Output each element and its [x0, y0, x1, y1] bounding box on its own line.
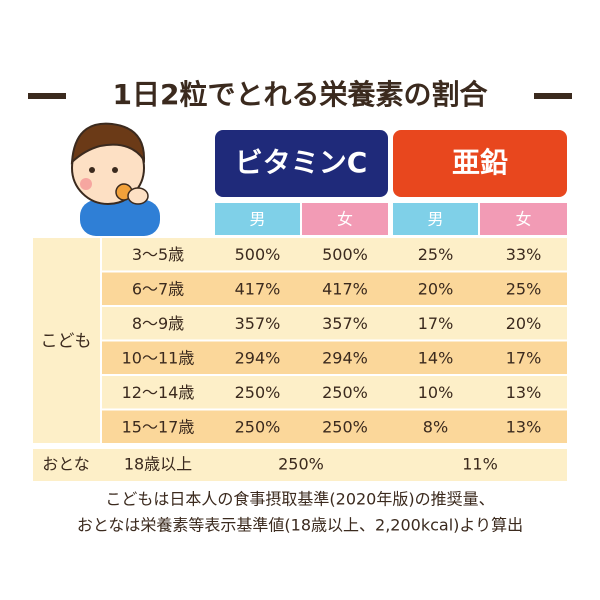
age-label: 18歳以上	[124, 455, 192, 474]
sex-header	[302, 203, 388, 235]
cell-value: 357%	[235, 314, 281, 333]
age-label: 10〜11歳	[122, 348, 195, 367]
row-group-cell	[33, 238, 100, 443]
cell-value: 17%	[418, 314, 454, 333]
group-label: ビタミンC	[235, 146, 368, 179]
cell-value: 33%	[506, 245, 542, 264]
row-bg	[102, 341, 567, 374]
group-header	[393, 130, 567, 197]
cell-value: 250%	[278, 455, 324, 474]
sex-label: 男	[249, 210, 265, 229]
age-label: 3〜5歳	[132, 245, 184, 264]
group-label: 亜鉛	[452, 146, 508, 179]
row-bg	[102, 238, 567, 271]
row-group-label: こども	[41, 332, 92, 352]
title-bar	[28, 93, 66, 99]
adult-label: おとな	[42, 455, 90, 474]
cell-value: 8%	[423, 417, 448, 436]
cell-value: 250%	[322, 417, 368, 436]
cell-value: 417%	[322, 279, 368, 298]
sex-label: 男	[427, 210, 443, 229]
row-bg	[102, 410, 567, 443]
cell-value: 10%	[418, 383, 454, 402]
sex-header	[215, 203, 300, 235]
sex-label: 女	[515, 210, 531, 229]
footnote: こどもは日本人の食事摂取基準(2020年版)の推奨量、	[105, 490, 494, 509]
child-illustration	[70, 122, 160, 236]
age-label: 12〜14歳	[122, 383, 195, 402]
row-bg	[102, 272, 567, 305]
adult-bg	[33, 449, 567, 481]
cell-value: 500%	[322, 245, 368, 264]
age-label: 6〜7歳	[132, 279, 184, 298]
sex-header	[393, 203, 478, 235]
cell-value: 20%	[418, 279, 454, 298]
title: 1日2粒でとれる栄養素の割合	[113, 78, 489, 111]
cell-value: 14%	[418, 348, 454, 367]
row-bg	[102, 307, 567, 340]
cell-value: 500%	[235, 245, 281, 264]
row-bg	[102, 376, 567, 409]
sex-label: 女	[337, 210, 353, 229]
cell-value: 294%	[235, 348, 281, 367]
cell-value: 294%	[322, 348, 368, 367]
cell-value: 250%	[235, 417, 281, 436]
cell-value: 11%	[462, 455, 498, 474]
cell-value: 17%	[506, 348, 542, 367]
cell-value: 250%	[322, 383, 368, 402]
cell-value: 417%	[235, 279, 281, 298]
group-header	[215, 130, 388, 197]
sex-header	[480, 203, 567, 235]
age-label: 15〜17歳	[122, 417, 195, 436]
cell-value: 250%	[235, 383, 281, 402]
cell-value: 13%	[506, 417, 542, 436]
footnote: おとなは栄養素等表示基準値(18歳以上、2,200kcal)より算出	[77, 516, 523, 535]
cell-value: 25%	[506, 279, 542, 298]
cell-value: 357%	[322, 314, 368, 333]
cell-value: 13%	[506, 383, 542, 402]
cell-value: 25%	[418, 245, 454, 264]
cell-value: 20%	[506, 314, 542, 333]
age-label: 8〜9歳	[132, 314, 184, 333]
title-bar	[534, 93, 572, 99]
